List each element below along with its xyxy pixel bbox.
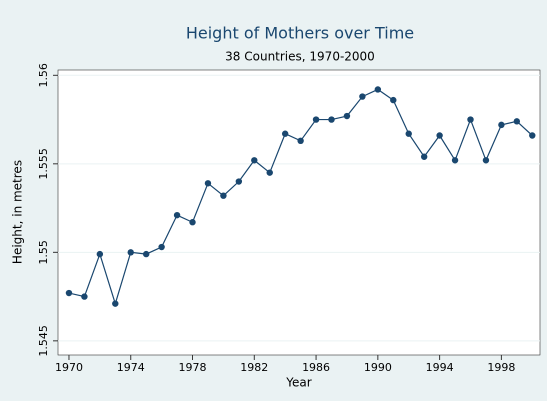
y-tick-label: 1.555 bbox=[37, 148, 50, 180]
x-tick-label: 1970 bbox=[55, 361, 83, 374]
point bbox=[173, 211, 181, 219]
point bbox=[436, 132, 443, 139]
point bbox=[312, 116, 320, 123]
point bbox=[390, 96, 397, 104]
point bbox=[158, 243, 165, 251]
point bbox=[359, 93, 366, 100]
x-tick-label: 1990 bbox=[364, 361, 392, 374]
point bbox=[220, 192, 227, 199]
x-tick-label: 1986 bbox=[302, 361, 330, 374]
point bbox=[529, 132, 536, 139]
point bbox=[405, 130, 412, 137]
y-tick-label: 1.55 bbox=[37, 240, 50, 265]
chart-subtitle: 38 Countries, 1970-2000 bbox=[225, 50, 375, 64]
point bbox=[81, 293, 88, 300]
point bbox=[251, 157, 258, 164]
point bbox=[420, 153, 428, 160]
point bbox=[127, 249, 134, 256]
point bbox=[513, 118, 521, 125]
point bbox=[328, 116, 335, 123]
point bbox=[189, 219, 196, 226]
x-axis-label: Year bbox=[285, 376, 311, 390]
x-tick-label: 1994 bbox=[426, 361, 454, 374]
point bbox=[204, 180, 212, 187]
point bbox=[498, 121, 505, 129]
point bbox=[281, 130, 289, 137]
point bbox=[65, 289, 73, 297]
x-tick-label: 1978 bbox=[179, 361, 207, 374]
point bbox=[467, 116, 474, 123]
point bbox=[266, 169, 273, 176]
plot-area bbox=[57, 69, 541, 356]
point bbox=[343, 112, 351, 120]
point bbox=[96, 250, 104, 258]
x-tick-label: 1974 bbox=[117, 361, 145, 374]
point bbox=[482, 157, 490, 164]
point bbox=[374, 86, 382, 93]
point bbox=[451, 157, 459, 164]
y-axis-label: Height, in metres bbox=[11, 160, 25, 264]
point bbox=[297, 137, 304, 145]
point bbox=[112, 300, 119, 307]
y-tick-label: 1.545 bbox=[37, 325, 50, 357]
x-tick-label: 1982 bbox=[240, 361, 268, 374]
y-tick-label: 1.56 bbox=[37, 63, 50, 88]
point bbox=[235, 178, 243, 185]
point bbox=[142, 250, 150, 258]
chart-title: Height of Mothers over Time bbox=[186, 24, 414, 43]
x-tick-label: 1998 bbox=[487, 361, 515, 374]
